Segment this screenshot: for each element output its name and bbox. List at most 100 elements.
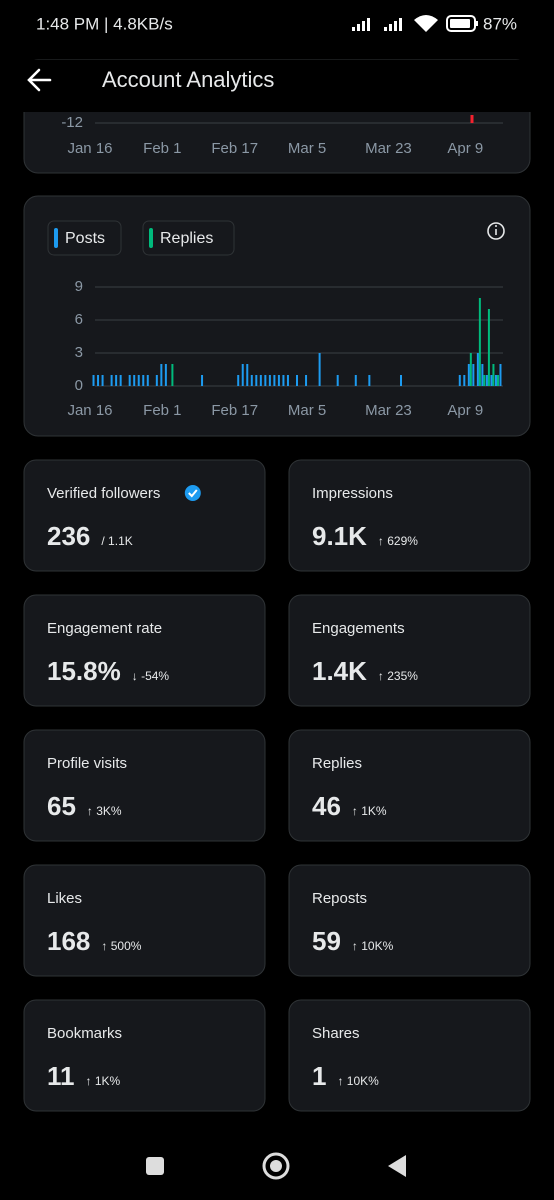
metric-change: ↑ 3K% [87, 804, 122, 818]
metric-change: ↑ 629% [378, 534, 418, 548]
bar [318, 353, 321, 386]
metric-change: ↑ 1K% [352, 804, 387, 818]
info-icon[interactable] [487, 222, 505, 240]
bar [305, 375, 308, 386]
metric-value: 65 [47, 791, 76, 821]
metric-label: Shares [312, 1025, 360, 1042]
x-tick-label: Feb 17 [211, 140, 258, 157]
bar [268, 375, 271, 386]
y-tick-label: 9 [75, 278, 83, 295]
metric-card[interactable] [23, 999, 266, 1112]
bar [469, 353, 472, 386]
metric-value: 15.8% [47, 656, 121, 686]
metric-card[interactable] [288, 729, 531, 842]
bar [155, 375, 158, 386]
bar [133, 375, 136, 386]
nav-home[interactable] [262, 1152, 290, 1180]
bar [101, 375, 104, 386]
bar [485, 375, 488, 386]
x-tick-label: Mar 5 [288, 402, 326, 419]
y-tick-label: -12 [61, 114, 83, 131]
bar [478, 298, 481, 386]
bar [472, 364, 475, 386]
y-tick-label: 3 [75, 344, 83, 361]
bar [142, 375, 145, 386]
metric-card[interactable] [288, 594, 531, 707]
metric-label: Impressions [312, 485, 393, 502]
x-tick-label: Jan 16 [67, 402, 112, 419]
metric-change: ↓ -54% [132, 669, 170, 683]
nav-back[interactable] [388, 1155, 406, 1177]
metric-card[interactable] [23, 729, 266, 842]
metric-change: ↑ 1K% [86, 1074, 121, 1088]
metric-value: 59 [312, 926, 341, 956]
bar [146, 375, 149, 386]
back-button[interactable] [27, 68, 52, 92]
bar [164, 364, 167, 386]
bar [492, 364, 495, 386]
metric-label: Replies [312, 755, 362, 772]
bar [119, 375, 122, 386]
bar [286, 375, 289, 386]
bar [259, 375, 262, 386]
metric-change: ↑ 235% [378, 669, 418, 683]
info-icon-dot [495, 225, 497, 227]
bar [354, 375, 357, 386]
bar [110, 375, 113, 386]
metric-card[interactable] [23, 864, 266, 977]
y-tick-label: 6 [75, 311, 83, 328]
verified-check [188, 489, 198, 498]
metric-label: Reposts [312, 890, 367, 907]
metric-value: 11 [47, 1061, 75, 1091]
bar [250, 375, 253, 386]
bar [115, 375, 118, 386]
bar [282, 375, 285, 386]
bar [368, 375, 371, 386]
legend-chip[interactable] [142, 220, 235, 256]
header-mask [0, 60, 554, 112]
bar [463, 375, 466, 386]
bar [296, 375, 298, 386]
metric-change: ↑ 500% [101, 939, 141, 953]
bar [97, 375, 100, 386]
bar [201, 375, 204, 386]
metric-card[interactable] [288, 864, 531, 977]
bar [264, 375, 267, 386]
bar [160, 364, 163, 386]
bar [494, 375, 497, 386]
bar [171, 364, 174, 386]
metric-card[interactable] [288, 459, 531, 572]
nav-home-dot [270, 1160, 282, 1172]
metrics: Verified followers 236 / 1.1K Impressions 9.… [23, 459, 531, 1112]
legend-swatch [149, 228, 153, 248]
metric-card[interactable] [288, 999, 531, 1112]
legend-chip[interactable] [47, 220, 122, 256]
x-tick-label: Apr 9 [447, 140, 483, 157]
x-tick-label: Mar 23 [365, 140, 412, 157]
bar [481, 364, 484, 386]
metric-card[interactable] [23, 594, 266, 707]
bar [128, 375, 131, 386]
bar [277, 375, 280, 386]
legend-label: Posts [65, 230, 105, 247]
bar [467, 364, 470, 386]
bar [92, 375, 95, 386]
metric-card[interactable] [23, 459, 266, 572]
y-tick-label: 0 [75, 377, 83, 394]
metric-label: Engagements [312, 620, 405, 637]
x-tick-label: Mar 23 [365, 402, 412, 419]
bar [499, 364, 502, 386]
bar [483, 375, 486, 386]
metric-value: 9.1K [312, 521, 367, 551]
activity-card [23, 195, 531, 437]
nav-recents[interactable] [146, 1157, 164, 1175]
legend-swatch [54, 228, 58, 248]
legend-label: Replies [160, 230, 213, 247]
metric-value: 236 [47, 521, 90, 551]
x-tick-label: Apr 9 [447, 402, 483, 419]
bar [137, 375, 140, 386]
metric-value: 46 [312, 791, 341, 821]
header-title: Account Analytics [102, 67, 274, 92]
metric-label: Verified followers [47, 485, 160, 502]
